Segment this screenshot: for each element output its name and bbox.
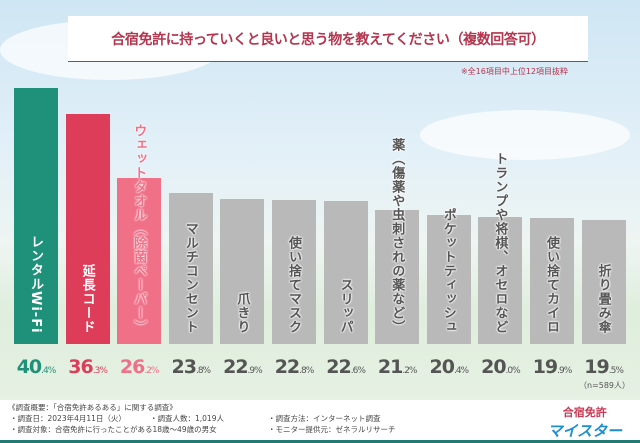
logo-line1: 合宿免許 xyxy=(562,406,607,419)
bar-label: ポケットティッシュ xyxy=(440,208,456,334)
value-label: 36.3% xyxy=(68,356,108,378)
bar-label: 延長コード xyxy=(79,264,95,334)
bar-label: 使い捨てマスク xyxy=(286,236,301,334)
value-label: 22.6% xyxy=(326,356,366,378)
title-box: 合宿免許に持っていくと良いと思う物を教えてください（複数回答可） xyxy=(68,16,588,62)
chart-title: 合宿免許に持っていくと良いと思う物を教えてください（複数回答可） xyxy=(111,32,545,48)
bar xyxy=(65,113,110,344)
logo: 合宿免許 マイスター xyxy=(547,404,622,441)
bar xyxy=(581,220,626,344)
bar xyxy=(323,200,368,344)
bar-label: 薬（傷薬や虫刺されの薬など） xyxy=(389,138,405,334)
bar-label: ウェットタオル（除菌ペーパー） xyxy=(131,124,147,334)
bar xyxy=(375,209,420,344)
bar-label: トランプや将棋、オセロなど xyxy=(492,152,508,334)
bar-label: 折り畳み傘 xyxy=(595,264,611,334)
value-label: 21.2% xyxy=(377,356,418,378)
sample-size: （n=589人） xyxy=(578,381,630,390)
bar xyxy=(272,199,316,344)
value-label: 23.8% xyxy=(171,356,212,378)
info-count: ・調査人数：1,019人 xyxy=(150,414,224,423)
chart-note: ※全16項目中上位12項目抜粋 xyxy=(460,67,568,76)
bar xyxy=(478,217,523,344)
info-method: ・調査方法：インターネット調査 xyxy=(268,414,381,423)
bar xyxy=(530,217,574,344)
value-label: 40.4% xyxy=(16,356,57,378)
value-label: 22.9% xyxy=(223,356,263,378)
value-label: 19.5% xyxy=(584,356,624,378)
bar xyxy=(14,88,58,344)
bar xyxy=(426,214,471,344)
value-label: 22.8% xyxy=(274,356,315,378)
info-heading: 《調査概要：「合宿免許あるある」に関する調査》 xyxy=(8,403,177,412)
bar-label: 使い捨てカイロ xyxy=(544,236,559,334)
bar-label: レンタルWi-Fi xyxy=(28,235,43,334)
bar xyxy=(220,198,265,344)
logo-line2: マイスター xyxy=(547,422,622,440)
value-label: 20.0% xyxy=(481,356,521,378)
bar xyxy=(168,193,213,344)
value-label: 20.4% xyxy=(429,356,470,378)
cloud xyxy=(420,110,630,160)
bar-label: スリッパ xyxy=(337,278,353,334)
bar xyxy=(117,177,162,344)
bar-chart: レンタルWi-Fi 40.4% 延長コード 36.3% ウェットタオル（除菌ペーパー） 2… xyxy=(14,88,626,378)
value-label: 19.9% xyxy=(532,356,573,378)
survey-info: 《調査概要：「合宿免許あるある」に関する調査》 ・調査日：2023年4月11日（… xyxy=(0,400,640,443)
value-label: 26.2% xyxy=(119,356,160,378)
info-date: ・調査日：2023年4月11日（火） xyxy=(10,414,126,423)
bar-label: 爪きり xyxy=(234,292,250,334)
bar-label: マルチコンセント xyxy=(182,222,198,334)
info-target: ・調査対象：合宿免許に行ったことがある18歳～49歳の男女 xyxy=(10,425,217,434)
info-provider: ・モニター提供元：ゼネラルリサーチ xyxy=(268,425,396,434)
